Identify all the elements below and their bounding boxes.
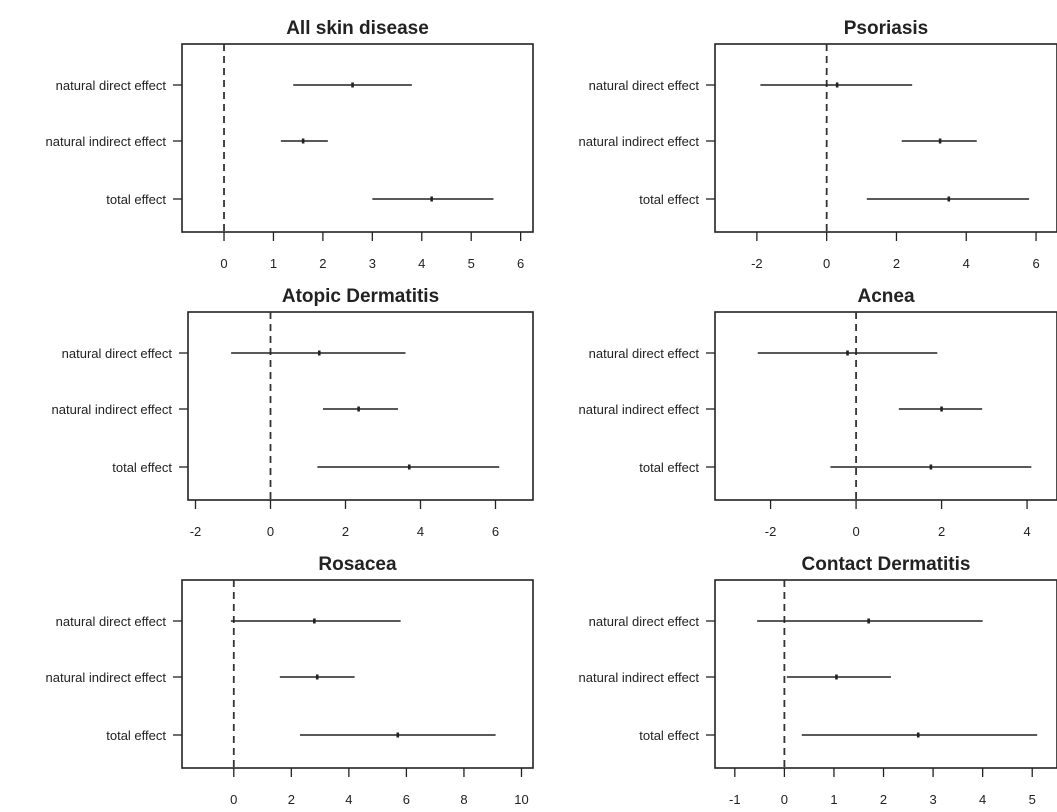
y-tick-label: natural direct effect bbox=[589, 346, 700, 361]
y-tick-label: natural direct effect bbox=[56, 614, 167, 629]
plot-frame bbox=[714, 579, 1057, 769]
x-tick-label: 3 bbox=[369, 256, 376, 271]
x-tick-label: -1 bbox=[729, 792, 741, 807]
x-tick-label: 2 bbox=[319, 256, 326, 271]
x-tick-label: 0 bbox=[823, 256, 830, 271]
plot-frame bbox=[181, 43, 534, 233]
panel-6: Contact Dermatitis natural direct effect n… bbox=[579, 554, 1057, 807]
x-tick-label: 4 bbox=[417, 524, 424, 539]
x-tick-label: 6 bbox=[1032, 256, 1039, 271]
panel-title: Atopic Dermatitis bbox=[282, 286, 439, 307]
x-tick-label: 0 bbox=[267, 524, 274, 539]
y-tick-label: natural direct effect bbox=[56, 78, 167, 93]
x-tick-label: 3 bbox=[929, 792, 936, 807]
x-tick-label: 0 bbox=[230, 792, 237, 807]
x-tick-label: 2 bbox=[288, 792, 295, 807]
x-tick-label: 4 bbox=[963, 256, 970, 271]
x-tick-label: 1 bbox=[830, 792, 837, 807]
x-tick-label: 2 bbox=[893, 256, 900, 271]
x-tick-label: 6 bbox=[492, 524, 499, 539]
y-tick-label: natural direct effect bbox=[589, 614, 700, 629]
x-tick-label: 0 bbox=[220, 256, 227, 271]
x-tick-label: 4 bbox=[1023, 524, 1030, 539]
x-tick-label: 6 bbox=[517, 256, 524, 271]
x-tick-label: 4 bbox=[345, 792, 352, 807]
x-tick-label: 2 bbox=[342, 524, 349, 539]
panel-3: Atopic Dermatitis natural direct effect na… bbox=[52, 286, 534, 539]
panel-1: All skin disease natural direct effect nat… bbox=[46, 18, 534, 271]
y-tick-label: total effect bbox=[639, 728, 699, 743]
x-tick-label: 2 bbox=[880, 792, 887, 807]
x-tick-label: 8 bbox=[460, 792, 467, 807]
x-tick-label: -2 bbox=[190, 524, 202, 539]
x-tick-label: -2 bbox=[765, 524, 777, 539]
plot-frame bbox=[714, 43, 1057, 233]
panel-title: All skin disease bbox=[286, 18, 429, 39]
y-tick-label: total effect bbox=[106, 728, 166, 743]
y-tick-label: natural direct effect bbox=[589, 78, 700, 93]
y-tick-label: natural indirect effect bbox=[579, 670, 700, 685]
panel-title: Rosacea bbox=[318, 554, 397, 575]
x-tick-label: 5 bbox=[1029, 792, 1036, 807]
plot-frame bbox=[714, 311, 1057, 501]
y-tick-label: natural indirect effect bbox=[579, 402, 700, 417]
y-tick-label: natural indirect effect bbox=[46, 670, 167, 685]
panel-4: Acnea natural direct effect natural indire… bbox=[579, 286, 1057, 539]
x-tick-label: 1 bbox=[270, 256, 277, 271]
y-tick-label: natural direct effect bbox=[62, 346, 173, 361]
x-tick-label: 2 bbox=[938, 524, 945, 539]
y-tick-label: total effect bbox=[112, 460, 172, 475]
x-tick-label: 4 bbox=[418, 256, 425, 271]
y-tick-label: total effect bbox=[106, 192, 166, 207]
panel-title: Psoriasis bbox=[844, 18, 929, 39]
panel-5: Rosacea natural direct effect natural indi… bbox=[46, 554, 534, 807]
x-tick-label: 0 bbox=[781, 792, 788, 807]
x-tick-label: -2 bbox=[751, 256, 763, 271]
panel-2: Psoriasis natural direct effect natural in… bbox=[579, 18, 1057, 271]
x-tick-label: 10 bbox=[514, 792, 528, 807]
plot-frame bbox=[187, 311, 534, 501]
x-tick-label: 4 bbox=[979, 792, 986, 807]
y-tick-label: natural indirect effect bbox=[579, 134, 700, 149]
panel-title: Contact Dermatitis bbox=[802, 554, 971, 575]
y-tick-label: total effect bbox=[639, 192, 699, 207]
x-tick-label: 0 bbox=[852, 524, 859, 539]
y-tick-label: natural indirect effect bbox=[46, 134, 167, 149]
y-tick-label: total effect bbox=[639, 460, 699, 475]
plot-frame bbox=[181, 579, 534, 769]
panel-title: Acnea bbox=[857, 286, 914, 307]
x-tick-label: 5 bbox=[468, 256, 475, 271]
x-tick-label: 6 bbox=[403, 792, 410, 807]
y-tick-label: natural indirect effect bbox=[52, 402, 173, 417]
